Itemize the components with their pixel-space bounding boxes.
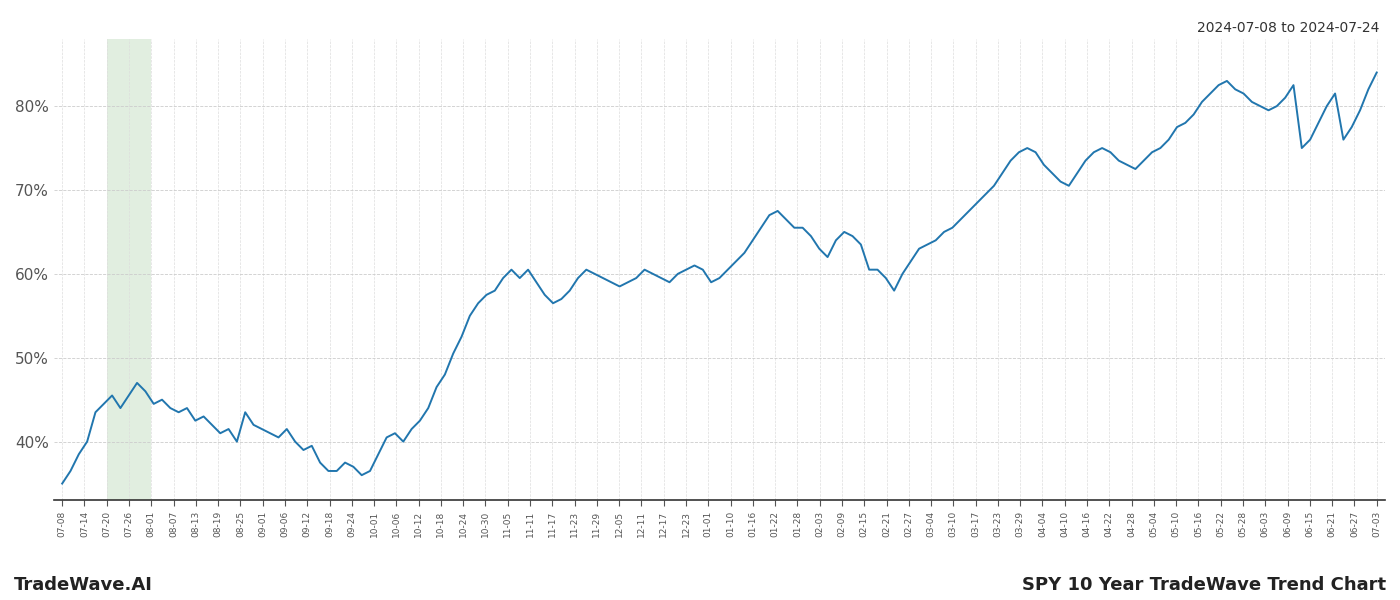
Bar	[106, 39, 151, 500]
Text: 2024-07-08 to 2024-07-24: 2024-07-08 to 2024-07-24	[1197, 21, 1379, 35]
Text: TradeWave.AI: TradeWave.AI	[14, 576, 153, 594]
Text: SPY 10 Year TradeWave Trend Chart: SPY 10 Year TradeWave Trend Chart	[1022, 576, 1386, 594]
